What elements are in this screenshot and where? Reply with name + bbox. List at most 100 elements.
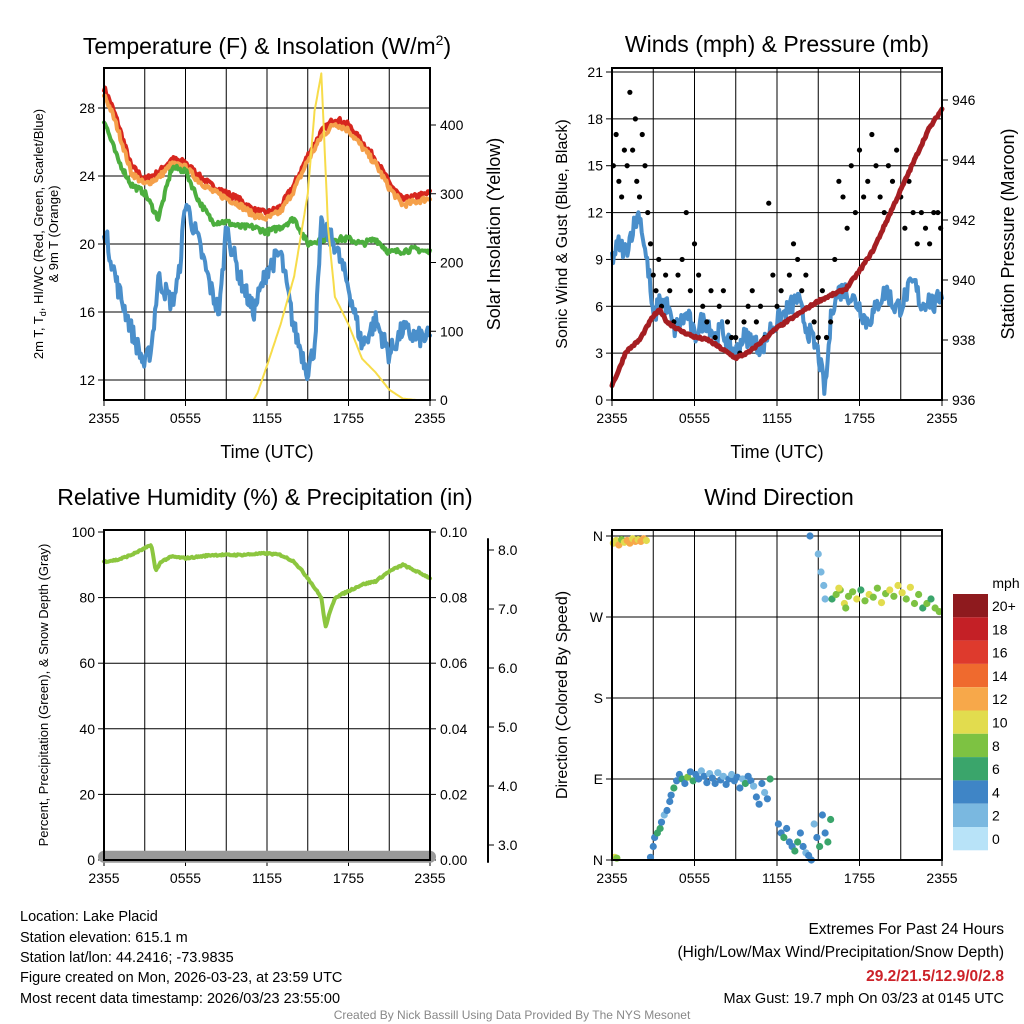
colorbar-swatch <box>953 780 988 804</box>
colorbar-swatch <box>953 757 988 781</box>
colorbar-label: 18 <box>992 621 1008 637</box>
colorbar-label: 4 <box>992 784 1000 800</box>
wind-direction-point <box>736 784 744 792</box>
winds-series-gust-point <box>645 209 651 216</box>
winds-series-gust-point <box>918 209 924 216</box>
winds-series-gust-point <box>861 194 867 200</box>
temperature-x-tick-label: 2355 <box>88 410 119 426</box>
wind-direction-point <box>714 769 722 777</box>
humidity-x-tick-label: 2355 <box>414 870 445 886</box>
elevation-text: Station elevation: 615.1 m <box>20 930 188 946</box>
winds-series-gust-point <box>650 272 656 278</box>
winds-series-gust-point <box>790 241 797 247</box>
humidity-y-tick-label: 0 <box>87 852 95 868</box>
winds-series-gust-point <box>885 163 891 169</box>
winds-series-gust-point <box>770 272 776 278</box>
humidity-y-tick-label: 100 <box>72 524 96 540</box>
wind-direction-point <box>755 800 763 808</box>
extremes-values: 29.2/21.5/12.9/0/2.8 <box>866 968 1004 985</box>
winds-series-gust-point <box>922 225 929 231</box>
wind-direction-point <box>857 586 865 594</box>
winds-series-gust-point <box>619 194 625 200</box>
humidity-x-tick-label: 2355 <box>88 870 119 886</box>
wind-direction-point <box>763 795 771 803</box>
temperature-series-td-line <box>102 202 432 382</box>
colorbar-label: 2 <box>992 808 1000 824</box>
temperature-y2-tick-label: 0 <box>440 392 448 408</box>
wind-direction-point <box>817 568 825 576</box>
wind-direction-point <box>813 833 821 842</box>
humidity-y-tick-label: 80 <box>79 590 95 606</box>
temperature-y-axis-label: 2m T, Td, HI/WC (Red, Green, Scarlet/Blu… <box>31 109 48 359</box>
winds-series-gust-point <box>877 194 883 200</box>
humidity-y2-tick-label: 0.08 <box>440 590 467 606</box>
extremes-title: Extremes For Past 24 Hours <box>808 921 1004 938</box>
humidity-x-tick-label: 1755 <box>333 870 364 886</box>
wind-direction-point <box>890 592 898 600</box>
wind-direction-point <box>657 818 666 826</box>
temperature-x-tick-label: 0555 <box>170 410 201 426</box>
credit-text: Created By Nick Bassill Using Data Provi… <box>334 1008 691 1022</box>
winds-series-gust-point <box>819 288 825 294</box>
humidity-plot-frame <box>103 529 431 861</box>
wind-direction-point <box>898 589 906 597</box>
winds-x-axis-label: Time (UTC) <box>730 442 823 462</box>
winds-x-tick-label: 1755 <box>844 410 875 426</box>
winds-series-gust-point <box>803 272 809 278</box>
winds-series-gust-point <box>729 334 735 341</box>
wind-direction-point <box>794 838 802 846</box>
wind-direction-point <box>761 788 769 797</box>
latlon-text: Station lat/lon: 44.2416; -73.9835 <box>20 950 234 966</box>
colorbar-title: mph <box>992 575 1019 591</box>
winds-series-gust-point <box>795 256 801 263</box>
wind-direction-point <box>827 815 835 824</box>
wind-direction-point <box>824 838 832 846</box>
colorbar-swatch <box>953 617 988 641</box>
winds-series-gust-point <box>856 147 863 153</box>
winds-series-gust-point <box>634 178 640 184</box>
winds-series-gust-point <box>745 303 751 309</box>
winds-series-gust-point <box>828 319 834 325</box>
wind-direction-point <box>642 536 650 545</box>
temperature-x-tick-label: 1155 <box>252 410 282 426</box>
winds-y-tick-label: 0 <box>595 392 603 408</box>
wind-direction-y-tick-label: S <box>594 690 603 706</box>
humidity-y2-tick-label: 0.10 <box>440 524 467 540</box>
winds-series-gust-point <box>749 288 755 294</box>
wind-direction-point <box>722 780 730 789</box>
winds-series-gust-point <box>712 334 718 341</box>
wind-direction-point <box>758 779 766 788</box>
winds-panel-title: Winds (mph) & Pressure (mb) <box>625 31 929 57</box>
wind-direction-point <box>915 590 923 599</box>
winds-plot-frame <box>611 67 943 401</box>
winds-series-gust-point <box>799 288 805 294</box>
colorbar-label: 6 <box>992 761 1000 777</box>
wind-direction-point <box>902 595 910 603</box>
wind-direction-point <box>750 782 758 790</box>
temperature-y2-tick-label: 400 <box>440 117 464 133</box>
wind-direction-point <box>821 829 829 837</box>
winds-series-gust-point <box>869 131 875 138</box>
winds-series-gust-point <box>873 163 879 169</box>
winds-series-gust-point <box>927 241 933 247</box>
wind-direction-point <box>649 842 657 851</box>
wind-direction-y-tick-label: E <box>594 771 603 787</box>
created-text: Figure created on Mon, 2026-03-23, at 23… <box>20 970 342 986</box>
colorbar-swatch <box>953 687 988 711</box>
winds-series-gust-point <box>700 303 706 309</box>
winds-series-gust-point <box>627 89 633 95</box>
wind-direction-y-tick-label: W <box>590 609 604 625</box>
wind-direction-point <box>766 775 774 783</box>
winds-series-gust-point <box>881 209 887 216</box>
colorbar-label: 8 <box>992 738 1000 754</box>
winds-x-tick-label: 1155 <box>762 410 792 426</box>
wind-direction-point <box>796 829 804 837</box>
winds-series-gust-point <box>632 116 638 122</box>
winds-y-tick-label: 18 <box>587 111 603 127</box>
winds-series-gust-point <box>630 147 636 153</box>
winds-y2-tick-label: 946 <box>952 92 976 108</box>
wind-direction-point <box>820 581 828 590</box>
wind-direction-point <box>670 784 678 792</box>
wind-direction-x-tick-label: 2355 <box>596 870 627 886</box>
